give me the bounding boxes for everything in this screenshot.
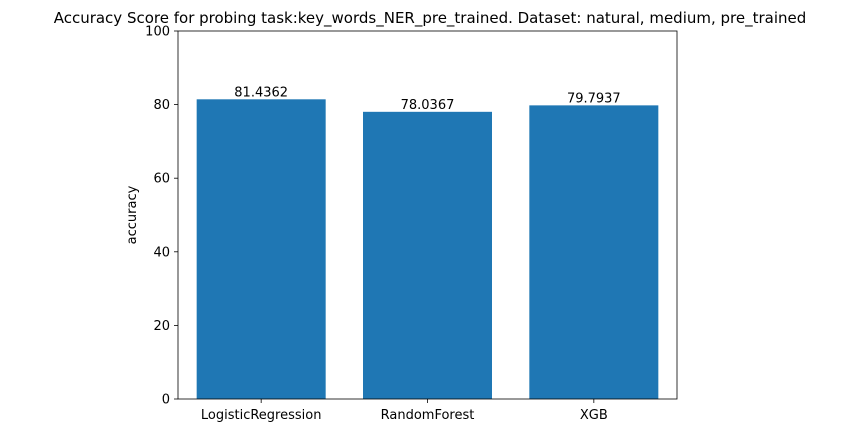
y-tick-label: 80 [153, 98, 170, 113]
chart-title: Accuracy Score for probing task:key_word… [54, 9, 807, 28]
data-label: 78.0367 [401, 98, 455, 113]
y-tick-label: 60 [153, 172, 170, 187]
bar-randomforest [363, 111, 492, 399]
y-tick-label: 100 [145, 25, 170, 40]
axes-frame [177, 30, 678, 400]
x-tick-label: LogisticRegression [201, 408, 322, 423]
data-label: 79.7937 [567, 91, 621, 106]
y-tick-label: 40 [153, 245, 170, 260]
x-tick-label: XGB [580, 408, 608, 423]
y-tick-label: 0 [162, 393, 170, 408]
bar-xgb [529, 105, 659, 400]
x-tick-label: RandomForest [381, 408, 475, 423]
y-axis-label: accuracy [125, 185, 140, 244]
y-tick-label: 20 [153, 319, 170, 334]
data-label: 81.4362 [234, 85, 288, 100]
plot-area: 81.4362 LogisticRegression 78.0367 RandomFo… [145, 25, 678, 423]
bar-logisticregression [196, 99, 326, 399]
